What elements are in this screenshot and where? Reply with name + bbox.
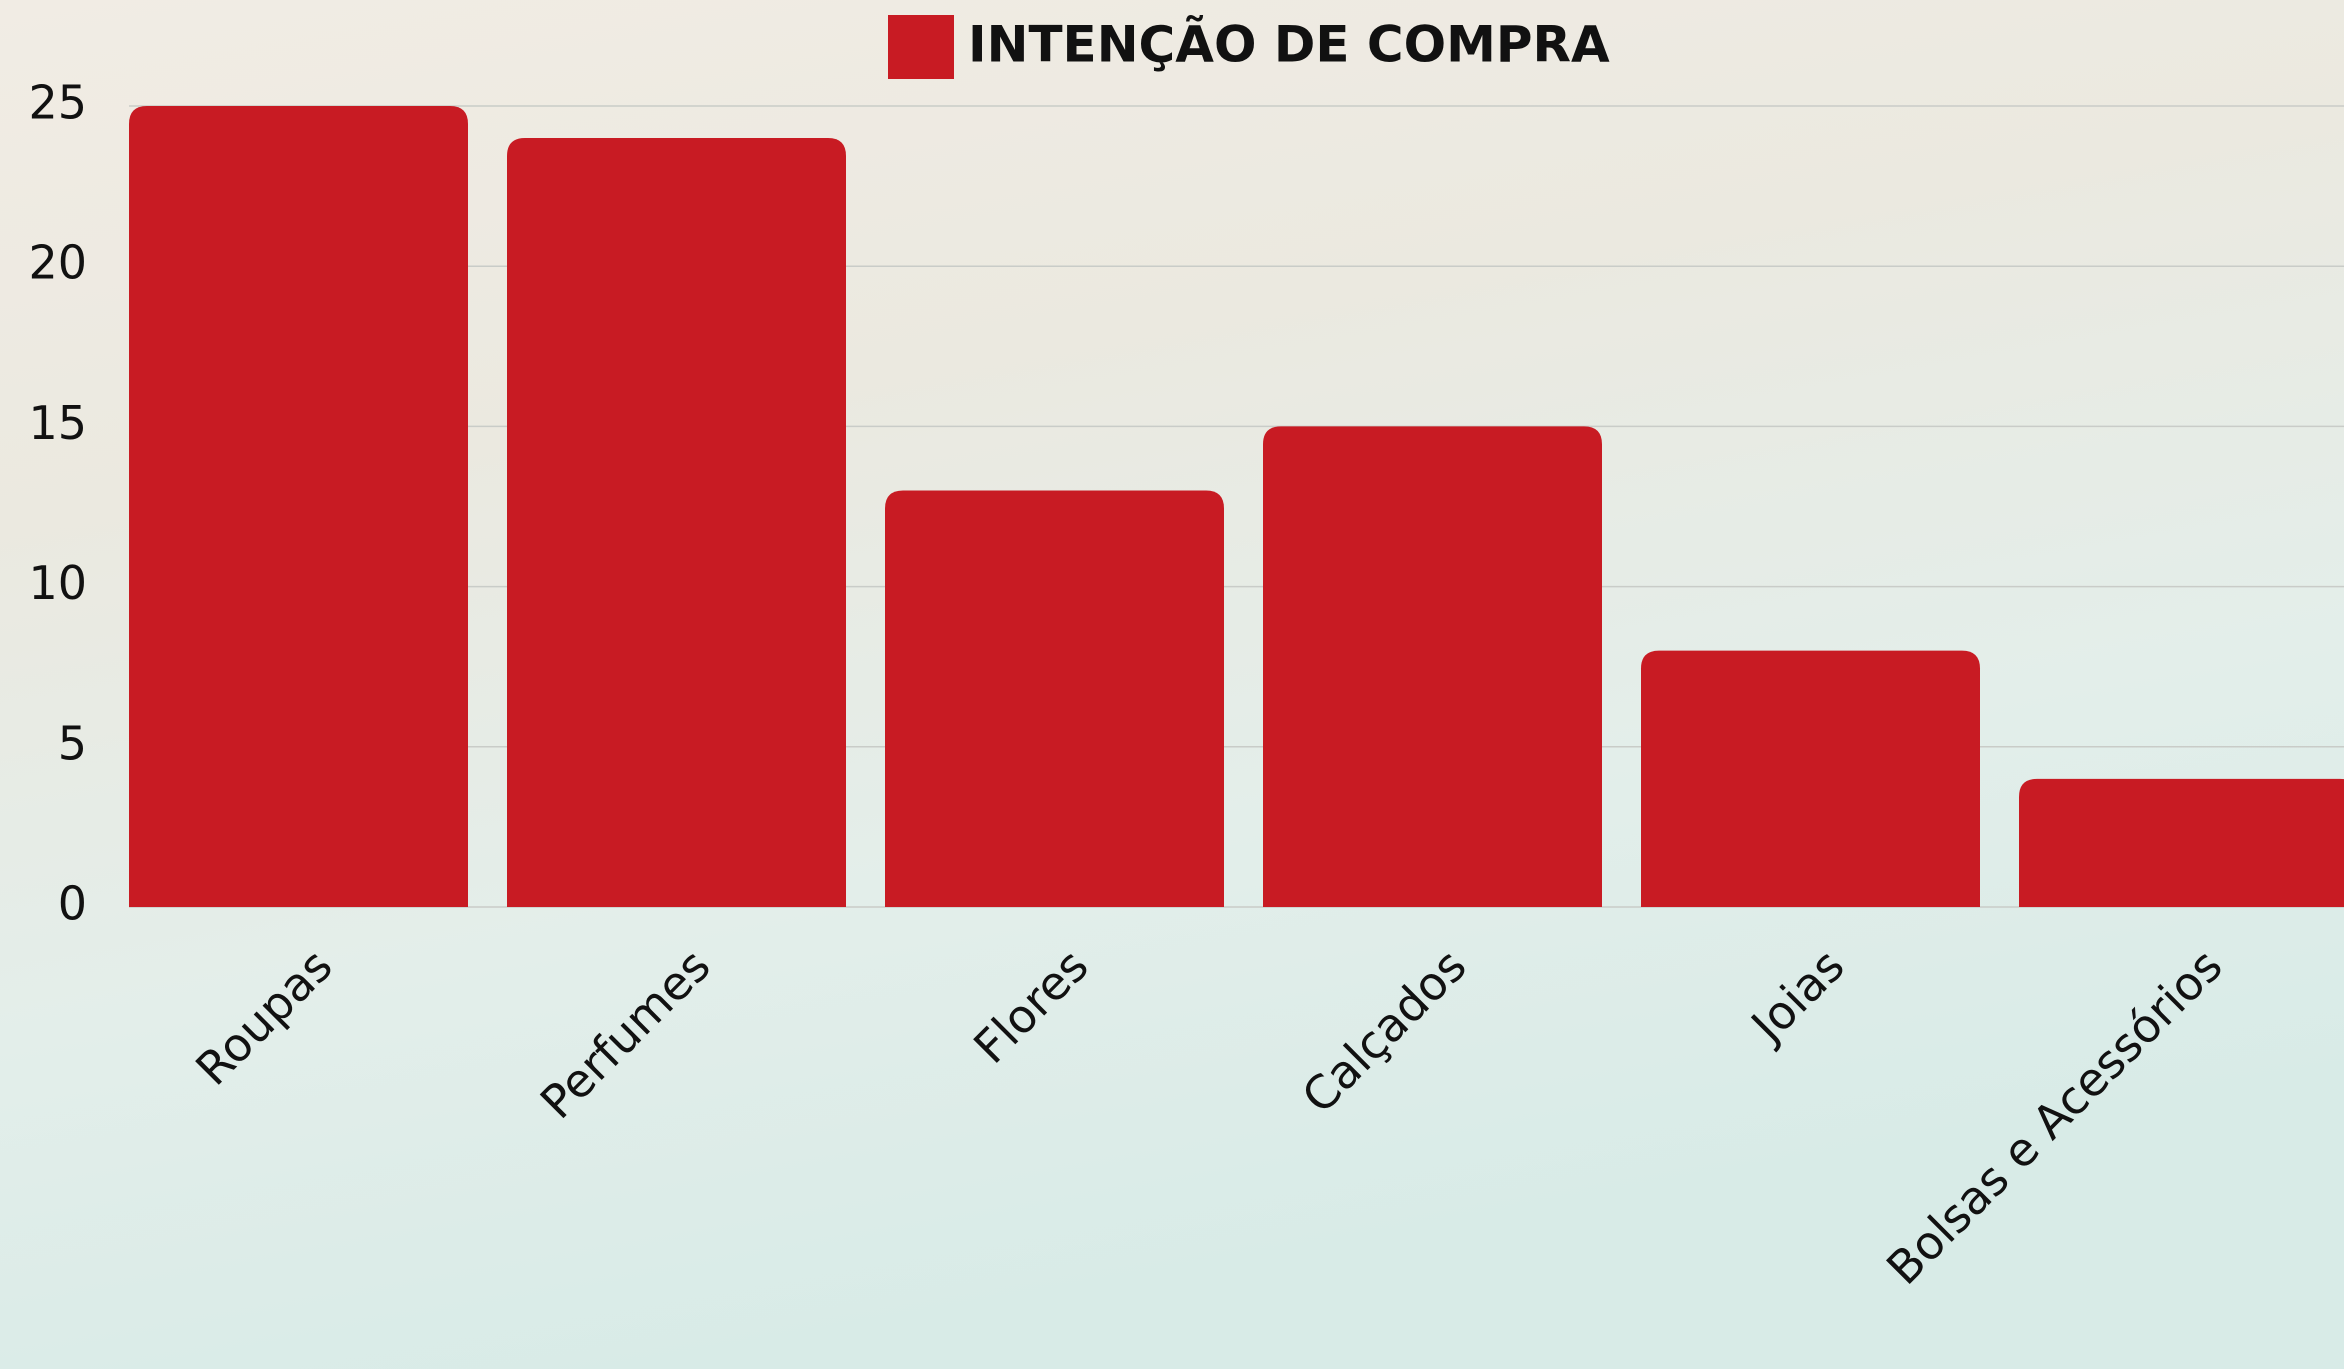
legend-swatch [888,15,954,79]
bar [1641,650,1980,907]
y-tick-label: 15 [28,396,87,450]
legend-label: INTENÇÃO DE COMPRA [968,15,1610,74]
y-tick-label: 25 [28,76,87,130]
y-tick-label: 20 [28,236,87,290]
y-tick-label: 5 [58,716,87,770]
y-tick-label: 0 [58,877,87,931]
bar [129,106,468,907]
y-tick-label: 10 [28,556,87,610]
bar [507,138,846,908]
bar [2019,778,2344,907]
bar [885,490,1224,907]
bar [1263,426,1602,907]
